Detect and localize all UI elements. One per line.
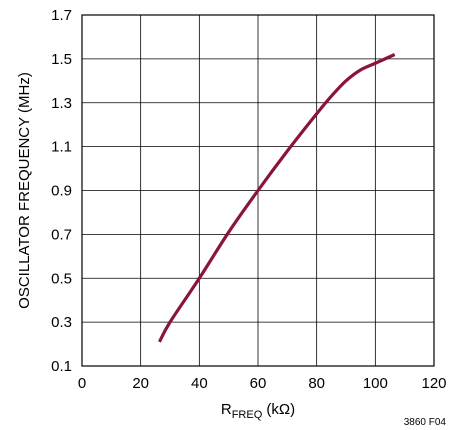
figure-id: 3860 F04 xyxy=(404,417,447,428)
y-tick-label: 0.7 xyxy=(51,226,72,243)
x-tick-labels: 0 20 40 60 80 100 120 xyxy=(78,375,447,392)
y-tick-label: 1.1 xyxy=(51,139,72,156)
y-tick-label: 0.3 xyxy=(51,314,72,331)
y-tick-label: 0.5 xyxy=(51,270,72,287)
series-line xyxy=(158,53,396,343)
y-tick-labels: 0.1 0.3 0.5 0.7 0.9 1.1 1.3 1.5 1.7 xyxy=(51,7,72,375)
plot-frame xyxy=(81,14,435,367)
x-tick-label: 80 xyxy=(308,375,325,392)
y-tick-label: 0.9 xyxy=(51,183,72,200)
y-axis-title: OSCILLATOR FREQUENCY (MHz) xyxy=(16,72,33,309)
x-tick-label: 100 xyxy=(363,375,388,392)
y-tick-label: 1.3 xyxy=(51,95,72,112)
x-axis-title-unit: (kΩ) xyxy=(262,401,295,418)
x-axis-title-main: R xyxy=(221,401,232,418)
x-tick-label: 120 xyxy=(421,375,446,392)
x-tick-label: 0 xyxy=(78,375,86,392)
x-tick-label: 40 xyxy=(191,375,208,392)
y-tick-label: 1.7 xyxy=(51,7,72,24)
y-tick-label: 0.1 xyxy=(51,358,72,375)
series-layer xyxy=(158,53,396,343)
y-tick-label: 1.5 xyxy=(51,51,72,68)
x-tick-label: 60 xyxy=(250,375,267,392)
x-axis-title-subscript: FREQ xyxy=(232,409,263,421)
x-tick-label: 20 xyxy=(132,375,149,392)
x-axis-title: RFREQ (kΩ) xyxy=(221,401,295,421)
